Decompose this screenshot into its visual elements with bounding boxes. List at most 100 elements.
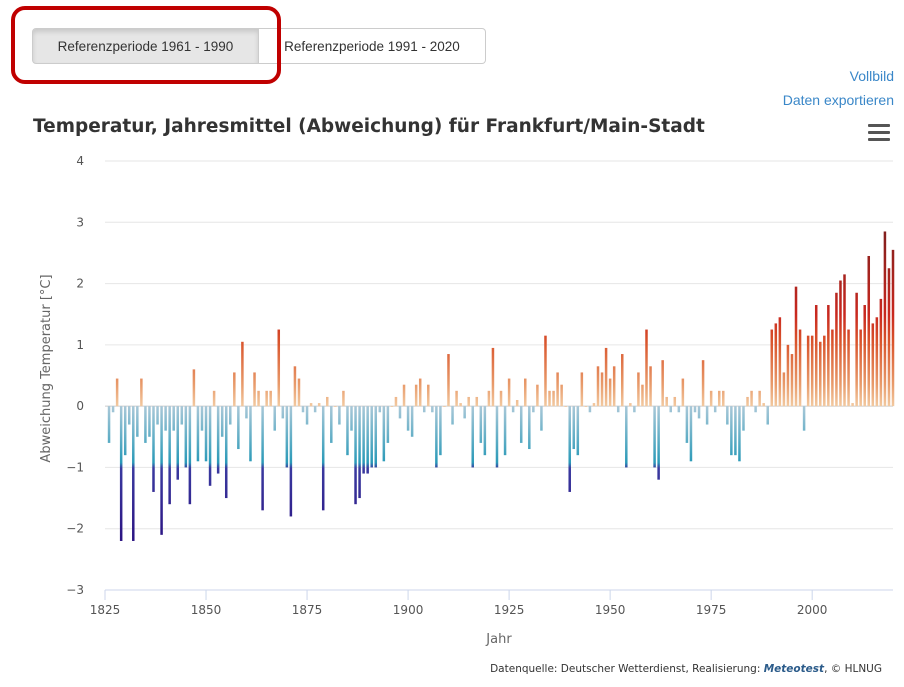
reference-period-1961-1990-button[interactable]: Referenzperiode 1961 - 1990	[32, 28, 259, 64]
bar	[301, 406, 305, 413]
bar	[641, 384, 644, 407]
bar	[806, 335, 810, 407]
bar	[875, 317, 879, 407]
bar	[406, 406, 410, 431]
export-data-link[interactable]: Daten exportieren	[782, 92, 894, 108]
bar	[738, 406, 741, 462]
y-tick-label: −3	[66, 583, 84, 597]
bar	[410, 406, 414, 437]
bar	[843, 274, 846, 407]
bar	[839, 280, 842, 407]
bar	[382, 406, 386, 462]
bar	[483, 406, 487, 456]
bar	[596, 366, 600, 407]
bar	[443, 406, 446, 407]
bar	[536, 384, 539, 407]
bar	[317, 403, 321, 407]
bar	[455, 390, 458, 407]
bar	[265, 390, 268, 407]
bar	[144, 406, 147, 443]
bar	[354, 406, 357, 505]
bar	[746, 396, 749, 407]
bar	[309, 403, 313, 407]
bar	[544, 335, 547, 407]
bar	[742, 406, 745, 431]
y-tick-label: 4	[76, 154, 84, 168]
meteotest-link[interactable]: Meteotest	[763, 663, 825, 675]
bar	[633, 406, 636, 413]
bar	[180, 406, 184, 425]
bar	[649, 366, 652, 407]
bar	[208, 406, 212, 486]
bar	[608, 378, 612, 407]
bar	[475, 396, 479, 407]
bar	[289, 406, 293, 517]
y-tick-label: 2	[76, 277, 84, 291]
bar	[855, 292, 858, 407]
bar	[390, 406, 394, 407]
bar	[879, 298, 883, 407]
bar	[370, 406, 373, 468]
bar	[657, 406, 660, 480]
bar	[321, 406, 325, 511]
bar	[588, 406, 592, 413]
reference-period-1991-2020-button[interactable]: Referenzperiode 1991 - 2020	[259, 28, 486, 64]
bar	[851, 403, 854, 407]
bar	[386, 406, 390, 443]
bar	[863, 305, 866, 407]
bar	[418, 378, 422, 407]
bar	[616, 406, 620, 413]
bar	[313, 406, 317, 413]
bar	[681, 378, 685, 407]
hamburger-menu-icon[interactable]	[868, 124, 890, 142]
bar	[556, 372, 559, 407]
bar	[713, 406, 717, 413]
bar	[111, 406, 115, 413]
bar	[693, 406, 697, 413]
bar	[342, 390, 345, 407]
x-tick-label: 1850	[191, 603, 222, 617]
bar	[188, 406, 192, 505]
chart-title: Temperatur, Jahresmittel (Abweichung) fü…	[33, 116, 705, 137]
bar	[107, 406, 111, 443]
x-tick-label: 2000	[797, 603, 828, 617]
bar	[685, 406, 689, 443]
bar	[398, 406, 402, 419]
bar	[770, 329, 774, 407]
bar	[528, 406, 531, 450]
bar	[362, 406, 365, 474]
bar	[734, 406, 737, 456]
bar	[427, 384, 430, 407]
bar	[726, 406, 729, 425]
fullscreen-link[interactable]: Vollbild	[849, 68, 894, 84]
bar	[293, 366, 297, 407]
bar	[394, 396, 398, 407]
bar	[374, 406, 378, 468]
bar	[883, 231, 887, 407]
y-tick-label: −1	[66, 460, 84, 474]
y-tick-label: −2	[66, 522, 84, 536]
x-axis-title: Jahr	[485, 632, 512, 647]
bar	[653, 406, 656, 468]
bar	[827, 305, 830, 407]
bar	[677, 406, 681, 413]
bar	[273, 406, 276, 431]
bar	[823, 335, 826, 407]
bar	[132, 406, 135, 541]
bar	[572, 406, 576, 450]
bar	[212, 390, 216, 407]
x-tick-label: 1825	[90, 603, 121, 617]
bar	[358, 406, 361, 499]
y-tick-label: 0	[76, 399, 84, 413]
bar	[774, 323, 778, 407]
bar	[503, 406, 507, 456]
bar	[330, 406, 333, 443]
bar	[750, 390, 753, 407]
bar	[802, 406, 806, 431]
bar	[447, 354, 450, 407]
bar	[810, 335, 814, 407]
bar	[689, 406, 693, 462]
bar	[891, 249, 895, 407]
x-tick-label: 1925	[494, 603, 525, 617]
bar	[366, 406, 369, 474]
